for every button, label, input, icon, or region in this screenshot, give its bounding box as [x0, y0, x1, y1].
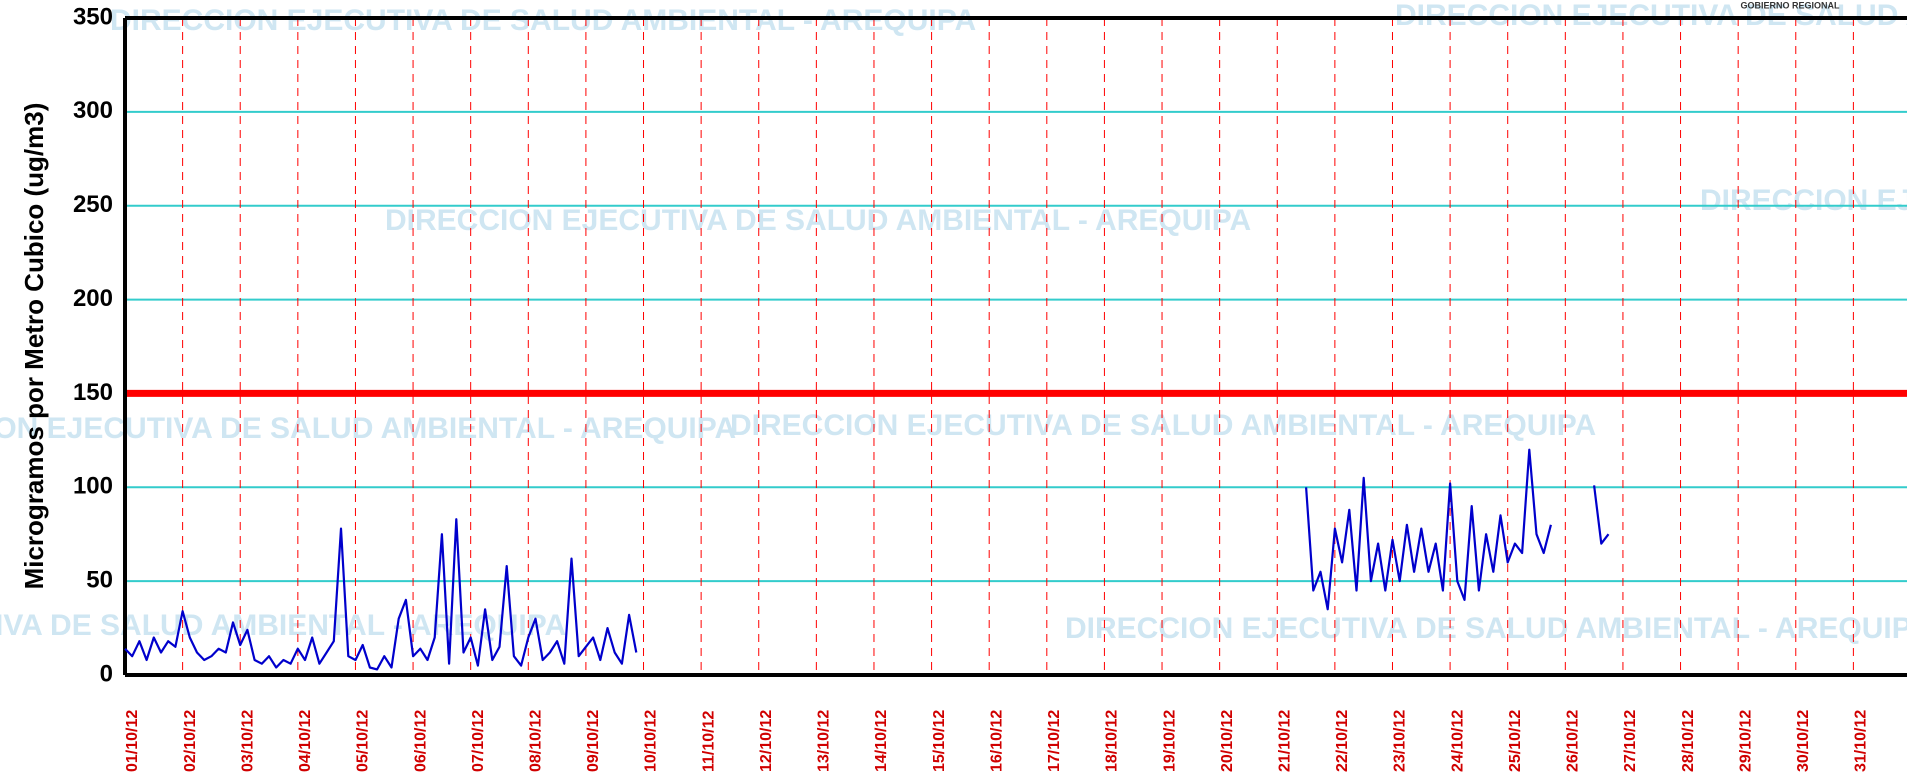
- x-tick-label: 16/10/12: [988, 710, 1005, 772]
- y-tick-label: 300: [73, 97, 113, 124]
- x-tick-label: 31/10/12: [1853, 710, 1870, 772]
- y-axis-title: Microgramos por Metro Cubico (ug/m3): [19, 103, 49, 590]
- x-tick-label: 20/10/12: [1219, 710, 1236, 772]
- y-tick-label: 150: [73, 379, 113, 406]
- y-tick-label: 50: [86, 566, 113, 593]
- watermark: DIRECCION EJECUTIVA DE SALUD AMBIENTAL -…: [1700, 184, 1907, 217]
- x-tick-label: 13/10/12: [816, 710, 833, 772]
- x-tick-label: 07/10/12: [470, 710, 487, 772]
- x-tick-label: 19/10/12: [1161, 710, 1178, 772]
- x-tick-label: 06/10/12: [412, 710, 429, 772]
- x-tick-label: 05/10/12: [355, 710, 372, 772]
- x-tick-label: 28/10/12: [1680, 710, 1697, 772]
- x-tick-label: 29/10/12: [1737, 710, 1754, 772]
- x-tick-label: 17/10/12: [1046, 710, 1063, 772]
- x-tick-label: 10/10/12: [643, 710, 660, 772]
- x-tick-label: 27/10/12: [1622, 710, 1639, 772]
- watermark: DIRECCION EJECUTIVA DE SALUD AMBIENTAL -…: [385, 204, 1251, 237]
- x-tick-label: 21/10/12: [1276, 710, 1293, 772]
- x-tick-label: 09/10/12: [585, 710, 602, 772]
- x-tick-label: 25/10/12: [1507, 710, 1524, 772]
- x-tick-label: 08/10/12: [528, 710, 545, 772]
- y-tick-label: 250: [73, 191, 113, 218]
- watermark: DIRECCION EJECUTIVA DE SALUD AMBIENTAL -…: [0, 609, 566, 642]
- y-tick-label: 100: [73, 473, 113, 500]
- x-tick-label: 15/10/12: [931, 710, 948, 772]
- x-tick-label: 30/10/12: [1795, 710, 1812, 772]
- x-tick-label: 02/10/12: [182, 710, 199, 772]
- data-line: [124, 448, 1610, 671]
- x-tick-label: 26/10/12: [1565, 710, 1582, 772]
- x-tick-label: 12/10/12: [758, 710, 775, 772]
- watermark: DIRECCION EJECUTIVA DE SALUD AMBIENTAL -…: [110, 4, 976, 37]
- x-tick-label: 03/10/12: [239, 710, 256, 772]
- x-tick-label: 22/10/12: [1334, 710, 1351, 772]
- x-tick-label: 18/10/12: [1104, 710, 1121, 772]
- watermark-layer: DIRECCION EJECUTIVA DE SALUD AMBIENTAL -…: [0, 0, 1907, 645]
- x-tick-label: 14/10/12: [873, 710, 890, 772]
- watermark: DIRECCION EJECUTIVA DE SALUD AMBIENTAL -…: [1065, 612, 1907, 645]
- x-tick-label: 01/10/12: [124, 710, 141, 772]
- x-tick-label: 24/10/12: [1449, 710, 1466, 772]
- y-tick-label: 350: [73, 3, 113, 30]
- watermark: DIRECCION EJECUTIVA DE SALUD AMBIENTAL -…: [730, 409, 1596, 442]
- watermark: DIRECCION EJECUTIVA DE SALUD AMBIENTAL -…: [0, 412, 736, 445]
- x-tick-label: 23/10/12: [1392, 710, 1409, 772]
- y-tick-label: 200: [73, 285, 113, 312]
- x-tick-label: 04/10/12: [297, 710, 314, 772]
- x-tick-label: 11/10/12: [700, 711, 717, 773]
- logo-text: GOBIERNO REGIONAL: [1740, 0, 1840, 10]
- y-tick-label: 0: [100, 660, 113, 687]
